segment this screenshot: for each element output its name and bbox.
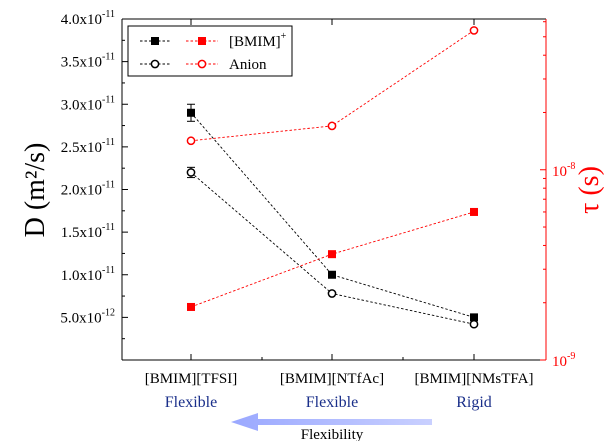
- left-axis-tick-label: 3.0x10-11: [61, 94, 115, 113]
- data-point-circle: [186, 136, 196, 146]
- data-point-square: [328, 250, 336, 259]
- series-line: [190, 172, 475, 325]
- legend-marker: [197, 59, 207, 69]
- data-point-square: [328, 270, 336, 279]
- x-category-sublabel: Flexible: [165, 394, 217, 411]
- left-axis-tick-label: 5.0x10-12: [60, 307, 115, 326]
- right-axis-tick-label: 10-8: [552, 161, 575, 180]
- legend-marker: [150, 59, 160, 69]
- x-category-sublabel: Rigid: [456, 394, 492, 411]
- data-point-circle: [327, 121, 337, 131]
- left-axis-tick-label: 4.0x10-11: [61, 9, 115, 28]
- x-category-label: [BMIM][NMsTFA]: [415, 371, 534, 387]
- series-line: [190, 112, 475, 318]
- left-axis-tick-label: 3.5x10-11: [61, 52, 115, 71]
- legend-label: Anion: [229, 57, 267, 73]
- right-axis-title: τ (s): [574, 166, 605, 214]
- left-axis-tick-label: 2.0x10-11: [61, 180, 115, 199]
- data-point-square: [470, 207, 478, 216]
- x-category-label: [BMIM][TFSI]: [145, 371, 238, 387]
- left-axis-tick-label: 2.5x10-11: [61, 137, 115, 156]
- flexibility-arrow: [231, 413, 432, 431]
- data-point-square: [470, 313, 478, 322]
- data-point-circle: [186, 168, 196, 177]
- data-point-circle: [469, 319, 479, 329]
- x-category-label: [BMIM][NTfAc]: [280, 371, 384, 387]
- data-point-square: [187, 108, 195, 117]
- left-axis-tick-label: 1.0x10-11: [61, 265, 115, 284]
- legend-label: [BMIM]+: [229, 31, 287, 50]
- legend-marker: [198, 37, 206, 45]
- legend-marker: [151, 37, 159, 45]
- right-axis-tick-label: 10-9: [552, 351, 575, 370]
- left-axis-tick-label: 1.5x10-11: [61, 222, 115, 241]
- flexibility-label: Flexibility: [301, 427, 364, 441]
- data-point-circle: [327, 289, 337, 298]
- data-point-square: [187, 302, 195, 311]
- left-axis-title: D (m²/s): [20, 143, 51, 238]
- x-category-sublabel: Flexible: [306, 394, 358, 411]
- data-point-circle: [469, 26, 479, 35]
